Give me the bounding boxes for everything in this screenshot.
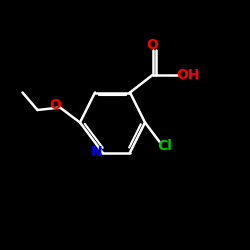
Text: O: O: [146, 38, 158, 52]
Text: Cl: Cl: [158, 139, 172, 153]
Text: N: N: [90, 146, 102, 160]
Text: O: O: [49, 98, 61, 112]
Text: OH: OH: [176, 68, 199, 82]
